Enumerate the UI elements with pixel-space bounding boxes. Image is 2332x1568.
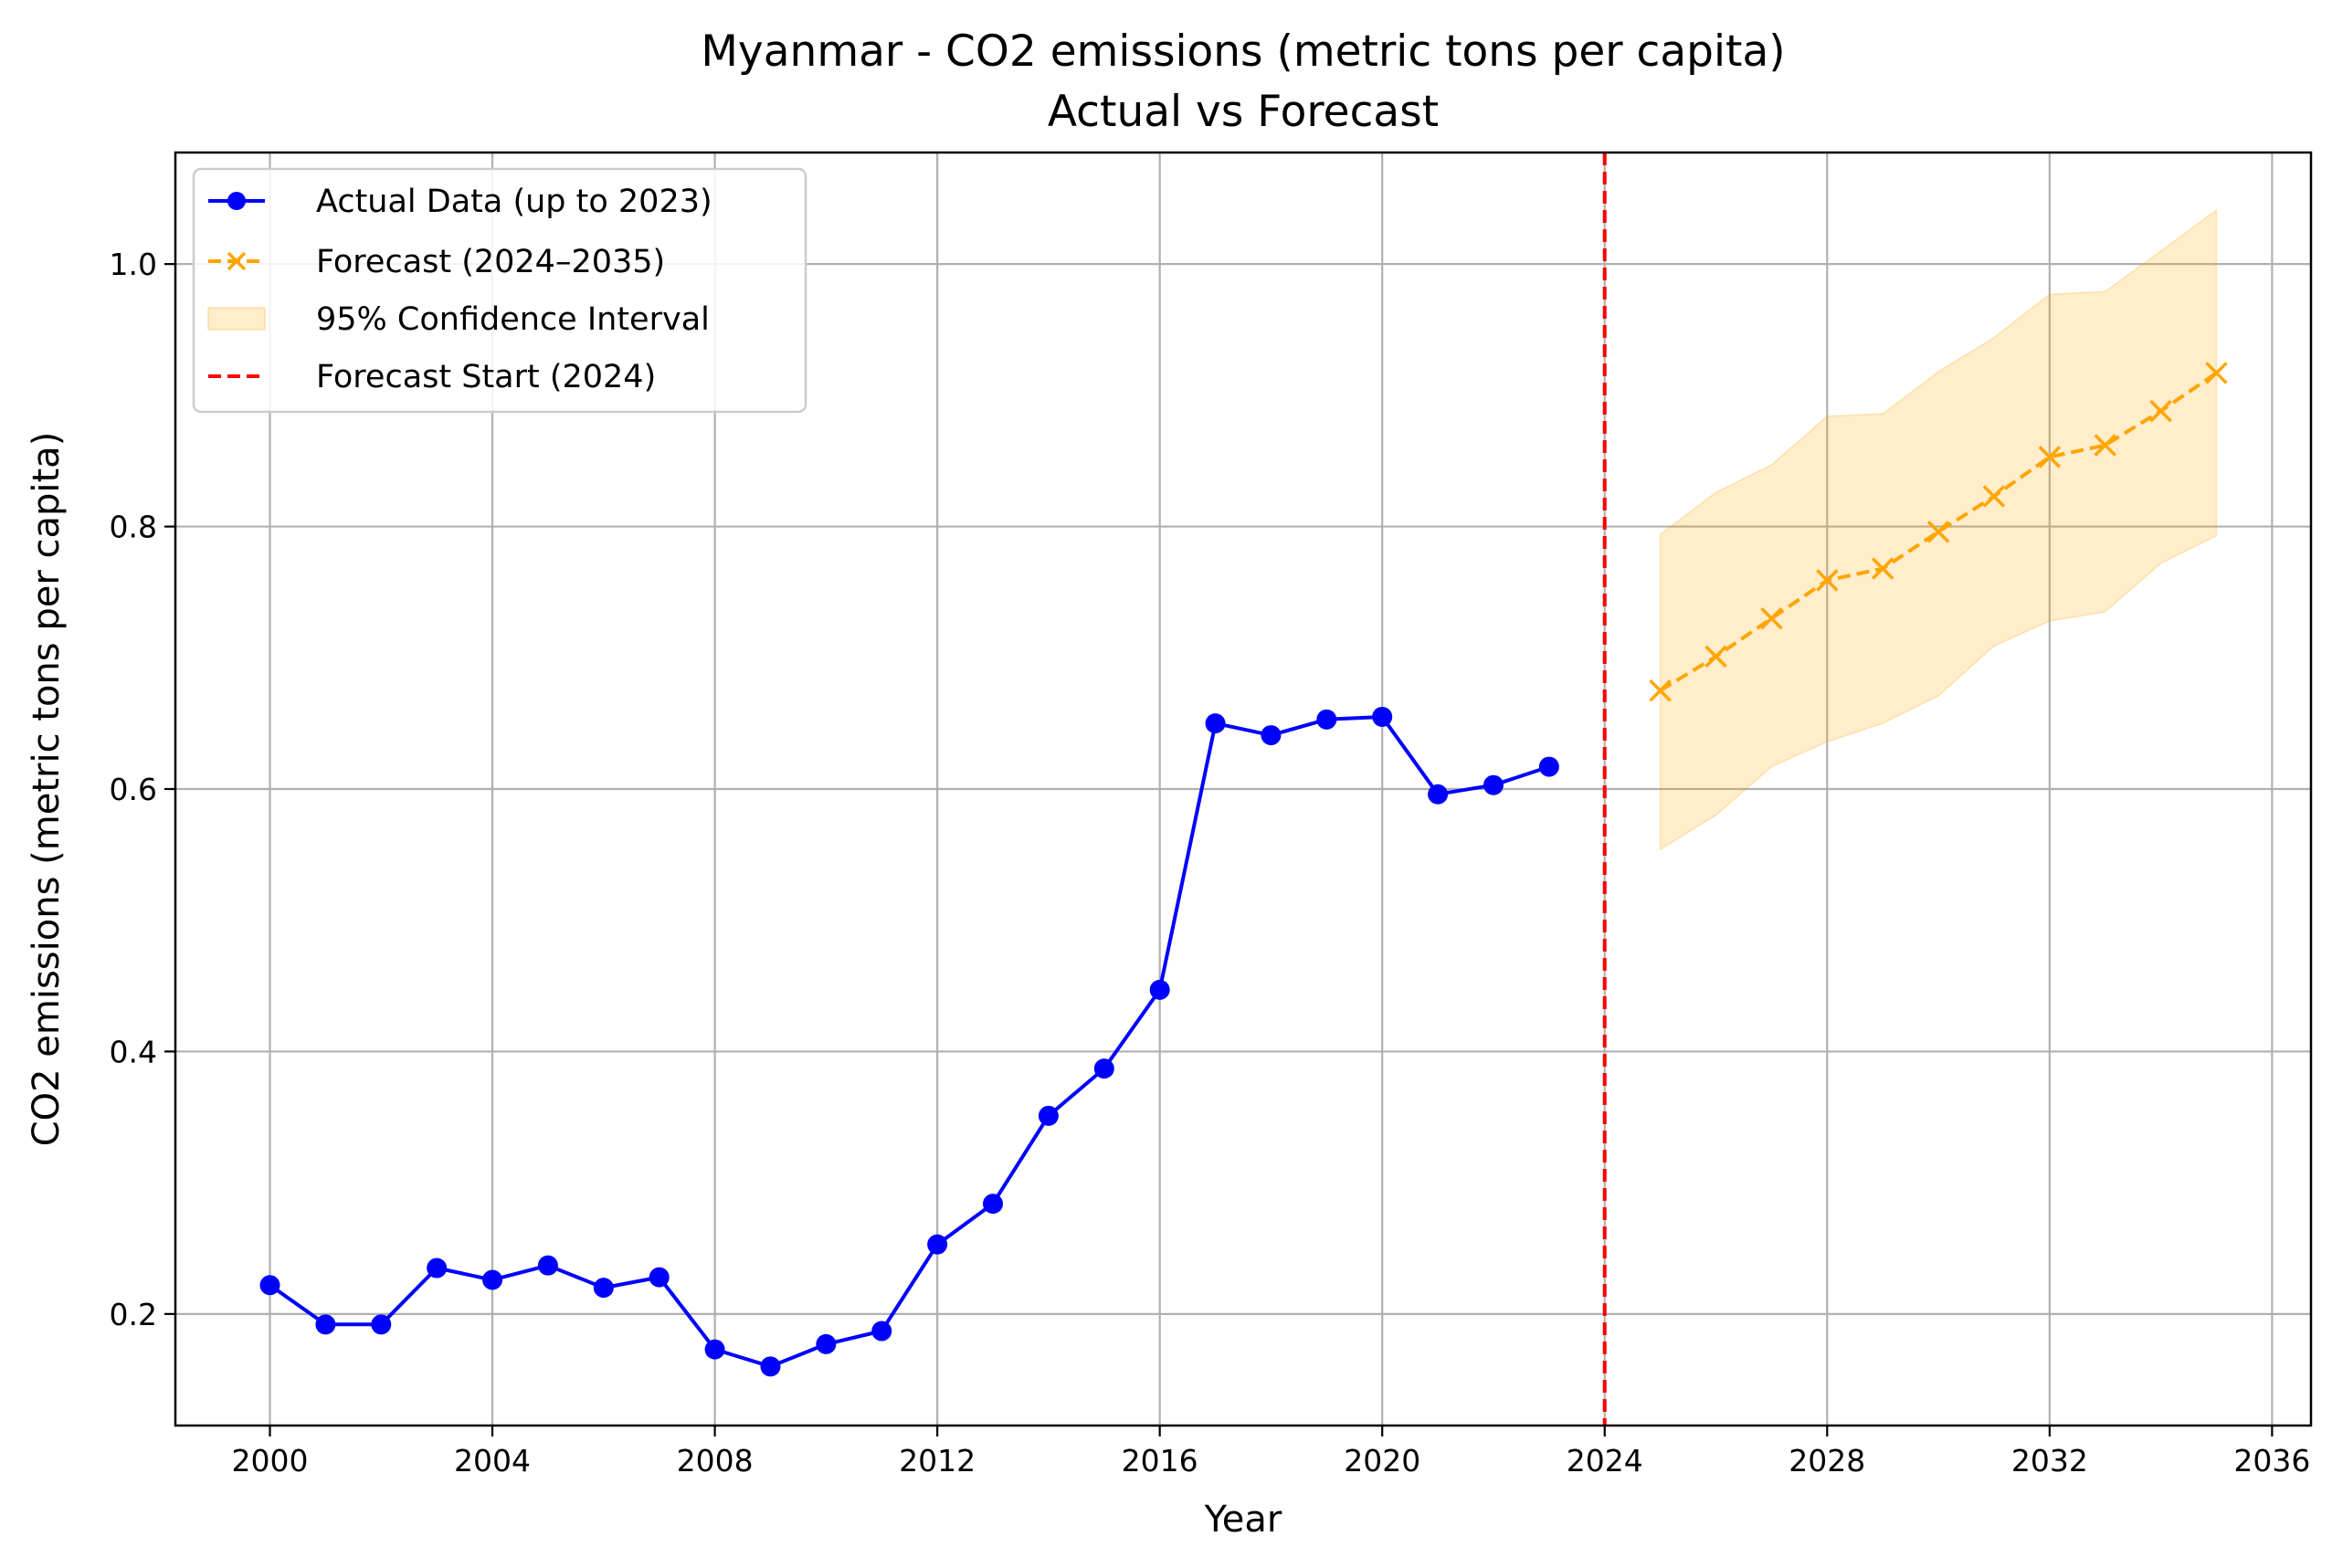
x-tick-label: 2016 [1122, 1443, 1198, 1479]
forecast-data-point [2038, 446, 2062, 468]
actual-data-point [1205, 713, 1226, 734]
x-tick-label: 2032 [2011, 1443, 2088, 1479]
chart-title: Myanmar - CO2 emissions (metric tons per… [701, 26, 1785, 77]
legend-ci-swatch [207, 307, 266, 331]
legend-entry-actual: Actual Data (up to 2023) [208, 184, 712, 220]
legend-entry-forecast: Forecast (2024–2035) [208, 244, 665, 280]
series-layer [259, 362, 2228, 1377]
grid [175, 153, 2311, 1426]
forecast-data-point [1926, 521, 1950, 543]
x-axis-label: Year [1204, 1499, 1282, 1541]
actual-data-point [927, 1234, 948, 1255]
legend-actual-marker [227, 192, 246, 210]
y-tick-label: 1.0 [110, 247, 157, 282]
actual-data-point [1428, 784, 1449, 805]
actual-data-point [371, 1314, 392, 1335]
actual-data-point [1538, 756, 1559, 777]
actual-data-point [1261, 725, 1282, 746]
legend-forecast-label: Forecast (2024–2035) [316, 244, 665, 280]
actual-data-point [760, 1356, 781, 1377]
actual-data-point [871, 1321, 892, 1342]
legend-entry-ci: 95% Confidence Interval [207, 301, 710, 338]
actual-data-point [983, 1194, 1004, 1215]
legend-box [192, 167, 807, 414]
forecast-data-point [2205, 362, 2228, 384]
y-tick-label: 0.4 [110, 1034, 157, 1069]
actual-data-point [1316, 709, 1337, 730]
legend-actual-label: Actual Data (up to 2023) [316, 184, 712, 220]
actual-data-point [1483, 774, 1504, 795]
actual-data-point [315, 1314, 336, 1335]
x-tick-label: 2020 [1344, 1443, 1420, 1479]
forecast-data-point [1704, 645, 1727, 668]
x-tick-label: 2004 [454, 1443, 531, 1479]
y-axis-label: CO2 emissions (metric tons per capita) [26, 432, 68, 1147]
actual-data-point [816, 1333, 837, 1354]
forecast-data-point [1871, 557, 1894, 580]
actual-data-point [1093, 1058, 1114, 1079]
x-axis-ticks: 2000 2004 2008 2012 2016 2020 2024 2028 2032 2036 [232, 1426, 2310, 1479]
actual-data-point [704, 1339, 725, 1360]
forecast-data-point [1982, 485, 2006, 508]
x-tick-label: 2012 [899, 1443, 976, 1479]
y-tick-label: 0.2 [110, 1297, 157, 1332]
x-tick-label: 2024 [1567, 1443, 1643, 1479]
legend-forecast-marker [227, 251, 247, 271]
x-tick-label: 2000 [232, 1443, 309, 1479]
forecast-data-point [2094, 434, 2116, 457]
legend-forecast-start-label: Forecast Start (2024) [316, 359, 656, 395]
legend-ci-label: 95% Confidence Interval [316, 301, 710, 338]
actual-data-point [1372, 706, 1393, 727]
actual-data-point [1149, 979, 1170, 1000]
actual-data-point [259, 1275, 280, 1296]
x-tick-label: 2008 [677, 1443, 754, 1479]
legend-entry-forecast-start: Forecast Start (2024) [208, 359, 656, 395]
actual-data-point [482, 1269, 503, 1290]
y-tick-label: 0.8 [110, 510, 157, 545]
actual-data-point [537, 1255, 558, 1276]
x-tick-label: 2028 [1789, 1443, 1865, 1479]
y-tick-label: 0.6 [110, 772, 157, 807]
x-tick-label: 2036 [2233, 1443, 2310, 1479]
legend: Actual Data (up to 2023) Forecast (2024–… [192, 167, 807, 414]
actual-data-point [593, 1278, 614, 1299]
forecast-data-point [2149, 399, 2172, 423]
actual-series-line [269, 715, 1550, 1369]
forecast-data-point [1760, 606, 1783, 630]
actual-data-point [1038, 1105, 1059, 1126]
chart-subtitle: Actual vs Forecast [1048, 87, 1439, 137]
y-axis-ticks: 0.2 0.4 0.6 0.8 1.0 [110, 247, 175, 1332]
forecast-data-point [1649, 679, 1672, 702]
forecast-data-point [1816, 569, 1839, 592]
actual-data-point [649, 1267, 670, 1288]
actual-data-point [427, 1258, 448, 1279]
